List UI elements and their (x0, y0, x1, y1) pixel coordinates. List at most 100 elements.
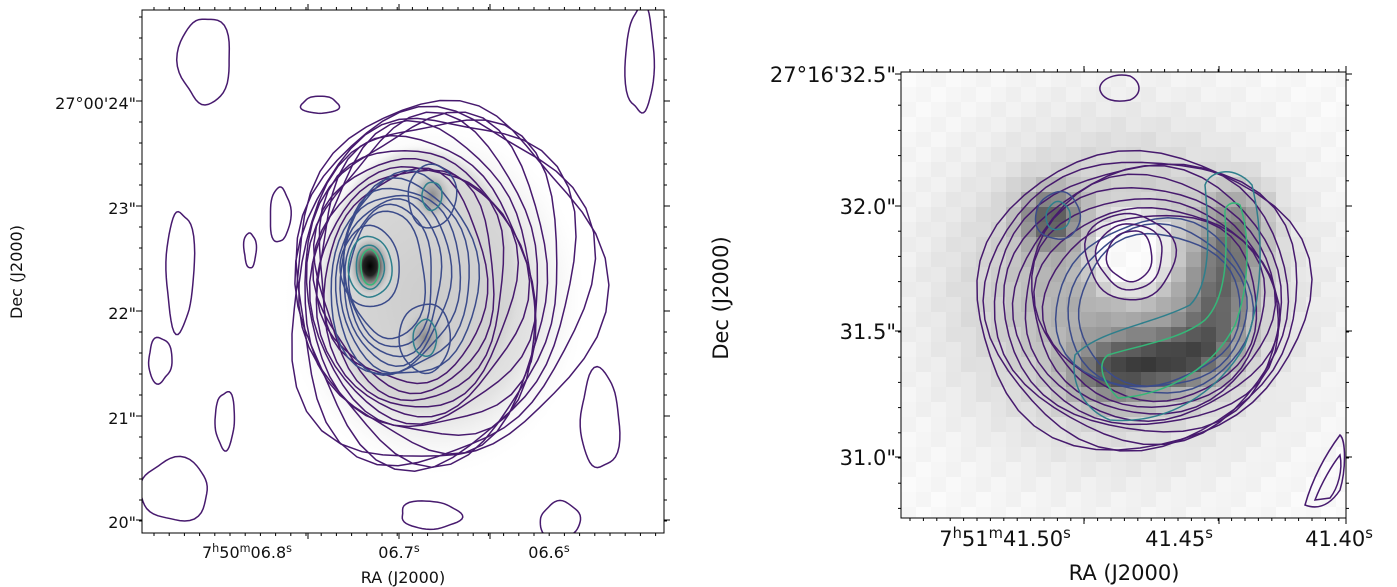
image-pixel (1126, 387, 1141, 402)
image-pixel (1276, 372, 1291, 387)
image-pixel (961, 342, 976, 357)
image-pixel (991, 477, 1006, 492)
image-pixel (1141, 87, 1156, 102)
image-pixel (1021, 87, 1036, 102)
image-pixel (1171, 87, 1186, 102)
image-pixel (1036, 102, 1051, 117)
image-pixel (916, 222, 931, 237)
image-pixel (1321, 162, 1336, 177)
left-y-tick-label: 21" (108, 409, 136, 428)
image-pixel (976, 102, 991, 117)
image-pixel (1321, 147, 1336, 162)
image-pixel (946, 492, 961, 507)
left-x-tick-label: 06.7s (378, 542, 420, 563)
image-pixel (1231, 477, 1246, 492)
image-pixel (1291, 432, 1306, 447)
image-pixel (901, 72, 916, 87)
image-pixel (1006, 282, 1021, 297)
image-pixel (946, 207, 961, 222)
image-pixel (1096, 342, 1111, 357)
image-pixel (1201, 132, 1216, 147)
image-pixel (1231, 252, 1246, 267)
image-pixel (1336, 402, 1346, 417)
image-pixel (1336, 297, 1346, 312)
image-pixel (1261, 492, 1276, 507)
image-pixel (1276, 147, 1291, 162)
image-pixel (961, 282, 976, 297)
image-pixel (1231, 117, 1246, 132)
image-pixel (901, 282, 916, 297)
image-pixel (916, 462, 931, 477)
image-pixel (1036, 162, 1051, 177)
image-pixel (1261, 372, 1276, 387)
image-pixel (976, 177, 991, 192)
left-x-tick-labels: 7h50m06.8s 06.7s 06.6s (202, 542, 570, 563)
image-pixel (1336, 87, 1346, 102)
image-pixel (1336, 267, 1346, 282)
image-pixel (1321, 312, 1336, 327)
image-pixel (1246, 147, 1261, 162)
image-pixel (1066, 402, 1081, 417)
image-pixel (1126, 87, 1141, 102)
image-pixel (1081, 162, 1096, 177)
image-pixel (1201, 252, 1216, 267)
image-pixel (1216, 117, 1231, 132)
image-pixel (1021, 462, 1036, 477)
image-pixel (901, 177, 916, 192)
image-pixel (1201, 342, 1216, 357)
right-pixel-grid (901, 72, 1346, 518)
left-contour-main (318, 149, 531, 418)
image-pixel (931, 447, 946, 462)
image-pixel (1096, 492, 1111, 507)
image-pixel (1126, 462, 1141, 477)
image-pixel (1006, 357, 1021, 372)
image-pixel (1036, 87, 1051, 102)
left-contour-bright-peak (339, 224, 400, 308)
image-pixel (1291, 492, 1306, 507)
image-pixel (946, 357, 961, 372)
image-pixel (901, 477, 916, 492)
left-contour-upper-peak (421, 181, 443, 212)
image-pixel (946, 282, 961, 297)
image-pixel (1081, 462, 1096, 477)
image-pixel (1081, 102, 1096, 117)
image-pixel (1321, 117, 1336, 132)
image-pixel (976, 432, 991, 447)
image-pixel (1141, 132, 1156, 147)
image-pixel (1306, 87, 1321, 102)
image-pixel (976, 462, 991, 477)
image-pixel (1126, 507, 1141, 518)
image-pixel (946, 372, 961, 387)
image-pixel (1096, 462, 1111, 477)
image-pixel (931, 87, 946, 102)
image-pixel (1081, 492, 1096, 507)
image-pixel (1291, 342, 1306, 357)
image-pixel (901, 87, 916, 102)
image-pixel (1021, 267, 1036, 282)
right-ticks (895, 66, 1352, 524)
image-pixel (991, 252, 1006, 267)
image-pixel (931, 402, 946, 417)
image-pixel (1036, 147, 1051, 162)
left-contour-main (304, 111, 549, 455)
image-pixel (946, 117, 961, 132)
image-pixel (1231, 432, 1246, 447)
image-pixel (1291, 222, 1306, 237)
left-contour-noise (175, 18, 231, 106)
image-pixel (1276, 402, 1291, 417)
image-pixel (1246, 177, 1261, 192)
image-pixel (1216, 312, 1231, 327)
image-pixel (1036, 177, 1051, 192)
image-pixel (1096, 312, 1111, 327)
image-pixel (1081, 447, 1096, 462)
image-pixel (991, 372, 1006, 387)
image-pixel (1261, 312, 1276, 327)
image-pixel (1066, 492, 1081, 507)
image-pixel (931, 462, 946, 477)
image-pixel (1051, 72, 1066, 87)
image-pixel (1141, 477, 1156, 492)
image-pixel (1111, 462, 1126, 477)
image-pixel (1036, 462, 1051, 477)
image-pixel (976, 477, 991, 492)
image-pixel (1066, 477, 1081, 492)
